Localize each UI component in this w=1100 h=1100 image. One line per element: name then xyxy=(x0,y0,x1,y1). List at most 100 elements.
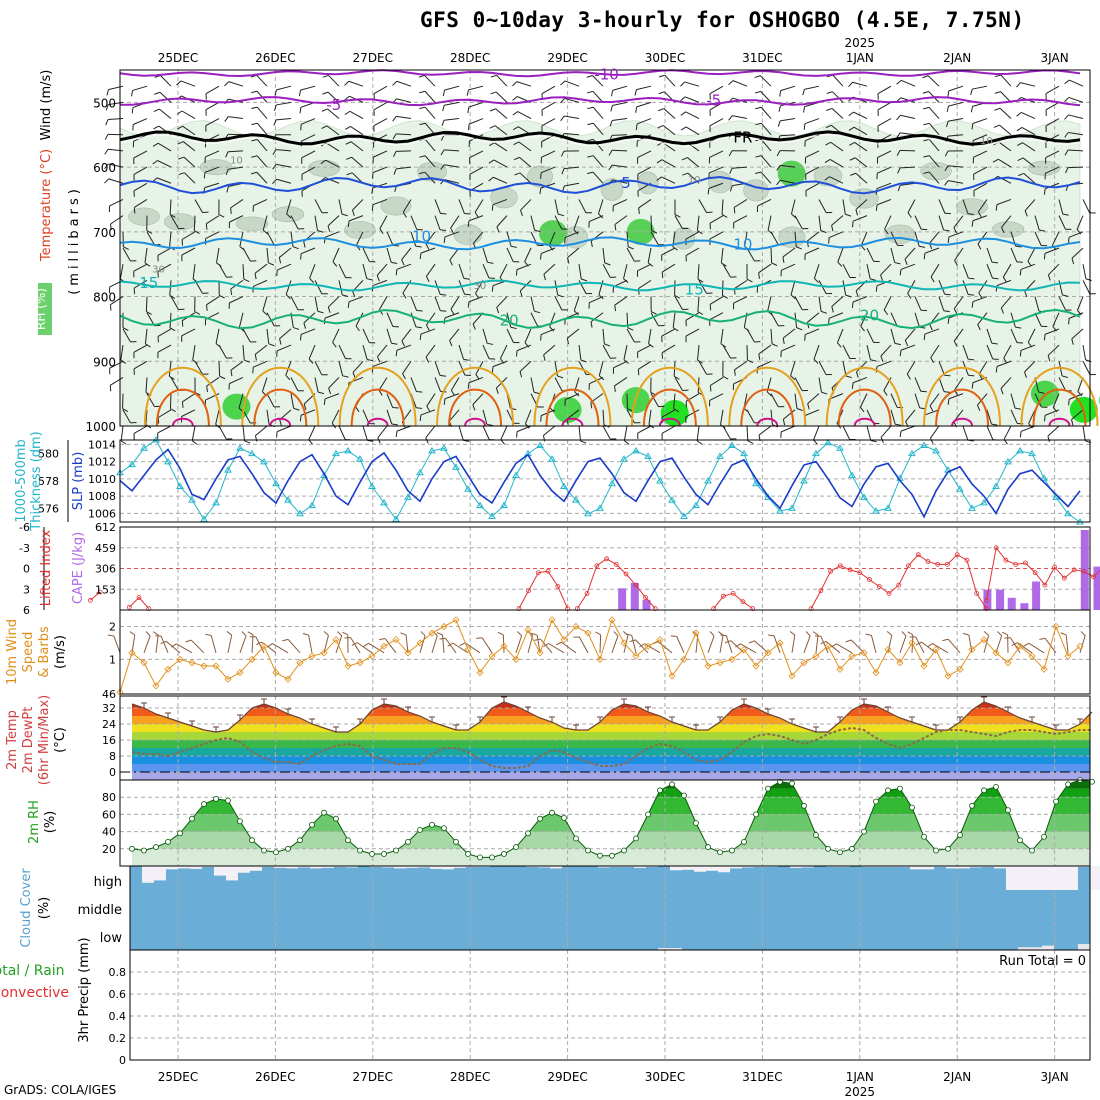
wind-barb xyxy=(709,312,724,321)
wind-barb xyxy=(818,215,822,231)
wind-barb-flag xyxy=(285,374,291,381)
wind-barb-flag xyxy=(813,439,818,445)
wind-barb xyxy=(373,101,388,111)
wind-barb xyxy=(602,409,605,425)
wind-barb-flag xyxy=(425,356,430,363)
wind-barb xyxy=(1034,393,1042,408)
wind-barb-flag xyxy=(604,343,611,347)
wind-barb xyxy=(648,409,652,425)
wind-barb-flag xyxy=(587,138,594,142)
precip-tick-label: 0 xyxy=(119,1054,126,1067)
wind-barb xyxy=(327,91,340,103)
bl-temp-loop xyxy=(837,388,892,427)
wind10-marker xyxy=(236,669,244,677)
wind-barb xyxy=(285,280,292,295)
wind-barb-flag xyxy=(978,373,983,380)
wind-barb xyxy=(1034,296,1040,312)
wind-barb xyxy=(907,199,916,213)
wind-barb xyxy=(566,409,580,420)
wind-barb-flag xyxy=(855,371,859,378)
wind-barb xyxy=(564,133,580,136)
wind-barb xyxy=(276,425,292,433)
wind-barb-flag xyxy=(697,278,704,283)
wind10-barb-flag xyxy=(459,642,466,647)
wind-barb xyxy=(978,199,988,213)
bl-temp-loop xyxy=(630,366,709,427)
wind-barb xyxy=(444,393,460,400)
wind-barb xyxy=(410,215,418,230)
wind-barb-flag xyxy=(895,423,902,426)
cloud-high-clear xyxy=(634,866,646,868)
wind-barb xyxy=(866,328,874,343)
wind-barb xyxy=(650,312,659,327)
wind-barb xyxy=(133,118,148,125)
thickness-marker xyxy=(656,477,664,484)
cloud-tick-label: high xyxy=(94,875,122,890)
cloud-high-clear xyxy=(226,866,238,881)
bl-temp-loop xyxy=(756,417,779,427)
wind-barb-flag xyxy=(371,204,374,211)
wind10-marker xyxy=(812,652,820,660)
wind-barb xyxy=(757,199,772,207)
wind-barb xyxy=(395,150,412,152)
wind-barb xyxy=(853,126,868,136)
wind10-marker xyxy=(140,659,148,667)
wind-barb-flag xyxy=(609,120,613,127)
wind-barb xyxy=(541,150,556,158)
wind-barb-flag xyxy=(378,389,383,396)
wind-barb xyxy=(300,409,316,416)
cloud-low-gap xyxy=(1042,945,1054,950)
wind-barb-flag xyxy=(467,301,470,308)
wind-barb xyxy=(782,247,796,258)
wind-barb xyxy=(506,247,514,262)
wind10-barb xyxy=(210,635,217,653)
wind-barb-flag xyxy=(557,213,565,217)
wind-barb-flag xyxy=(567,257,570,264)
wind-barb xyxy=(685,231,700,240)
panel-frame xyxy=(129,949,1091,1061)
wind10-barb-flag xyxy=(185,639,192,643)
wind-barb-flag xyxy=(169,327,176,332)
wind-barb-flag xyxy=(826,107,833,111)
temp-band xyxy=(132,708,1090,716)
thickness-marker xyxy=(188,496,196,503)
wind-barb xyxy=(986,344,994,360)
wind-barb xyxy=(672,312,676,328)
wind-barb xyxy=(386,312,394,327)
wind10-barb xyxy=(113,635,121,653)
wind-barb xyxy=(828,312,844,319)
wind-barb-flag xyxy=(707,188,710,195)
thickness-ylabel: 1000-500mb xyxy=(14,439,29,523)
wind-barb xyxy=(242,345,245,361)
wind10-barb xyxy=(442,634,445,653)
thickness-marker xyxy=(812,449,820,457)
cloud-low-gap xyxy=(670,948,682,950)
wind10-marker xyxy=(956,665,964,673)
lifted-index-marker xyxy=(876,584,882,589)
wind-barb-flag xyxy=(994,91,1001,94)
wind-barb-flag xyxy=(697,230,703,235)
cloud-high-clear xyxy=(274,866,286,868)
wind-barb-flag xyxy=(929,405,934,412)
wind-barb-flag xyxy=(821,391,828,395)
lifted-index-marker xyxy=(1042,582,1048,588)
thickness-marker xyxy=(1064,509,1072,517)
wind-barb xyxy=(876,360,892,368)
wind-barb-flag xyxy=(586,90,593,94)
wind-barb-flag xyxy=(651,230,658,234)
wind-barb-flag xyxy=(755,106,762,110)
wind-barb xyxy=(386,328,392,344)
wind-barb-flag xyxy=(611,90,614,97)
wind-barb-flag xyxy=(907,293,912,299)
wind-barb xyxy=(905,409,916,422)
wind-barb-flag xyxy=(880,355,884,362)
wind-barb-flag xyxy=(1085,278,1092,281)
wind-barb xyxy=(1082,264,1087,279)
lifted-index-marker xyxy=(857,570,863,576)
wind-barb xyxy=(379,296,388,310)
lifted-index-marker xyxy=(1071,567,1077,573)
wind10-marker xyxy=(716,659,724,667)
wind-barb-flag xyxy=(899,350,902,357)
wind10-marker xyxy=(872,669,880,677)
wind-barb-flag xyxy=(557,294,564,298)
